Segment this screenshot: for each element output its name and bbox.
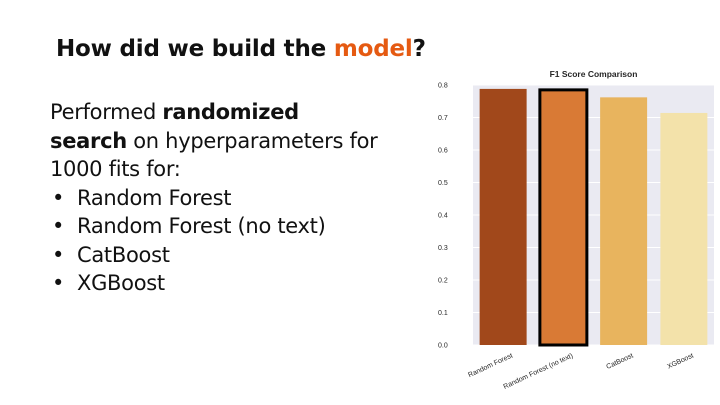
x-tick-label: XGBoost	[666, 352, 694, 370]
title-question-mark: ?	[412, 36, 426, 62]
y-tick-label: 0.6	[438, 148, 448, 155]
slide-title: How did we build the model?	[56, 36, 426, 62]
body-text: Performed randomized search on hyperpara…	[50, 98, 380, 298]
intro-text: Performed	[50, 100, 163, 124]
y-tick-label: 0.2	[438, 278, 448, 285]
bullet-dot: •	[52, 271, 65, 295]
chart-svg: 0.0 0.1 0.2 0.3 0.4 0.5 0.6 0.7 0.8 Random Forest…	[438, 69, 714, 391]
f1-score-chart: 0.0 0.1 0.2 0.3 0.4 0.5 0.6 0.7 0.8 Random Forest…	[420, 62, 720, 405]
title-text: How did we build the	[56, 36, 334, 62]
list-item-label: Random Forest (no text)	[77, 214, 326, 238]
bullet-dot: •	[52, 214, 65, 238]
list-item: • CatBoost	[50, 241, 380, 270]
y-tick-label: 0.1	[438, 310, 448, 317]
list-item-label: Random Forest	[77, 185, 232, 210]
model-list: • Random Forest • Random Forest (no text) …	[50, 184, 380, 298]
bar	[479, 88, 527, 346]
list-item: • XGBoost	[50, 269, 380, 298]
y-tick-label: 0.0	[438, 343, 448, 350]
intro-text-end: on hyperparameters for 1000 fits for:	[50, 128, 378, 182]
x-tick-label: CatBoost	[605, 352, 634, 371]
bullet-dot: •	[52, 242, 65, 267]
bullet-dot: •	[52, 185, 65, 210]
title-accent-word: model	[333, 36, 413, 62]
list-item-label: XGBoost	[77, 271, 165, 295]
list-item: • Random Forest (no text)	[50, 212, 380, 241]
y-tick-label: 0.7	[438, 115, 448, 122]
chart-title: F1 Score Comparison	[550, 69, 638, 79]
intro-bold-text: randomized search	[50, 100, 299, 153]
bar	[600, 97, 648, 345]
bar	[538, 88, 589, 347]
intro-paragraph: Performed randomized search on hyperpara…	[50, 98, 380, 184]
bar	[660, 112, 708, 345]
x-tick-label: Random Forest	[467, 352, 514, 379]
list-item: • Random Forest	[50, 184, 380, 213]
list-item-label: CatBoost	[77, 242, 170, 267]
y-tick-label: 0.5	[438, 180, 448, 187]
y-tick-label: 0.8	[438, 83, 448, 90]
y-tick-label: 0.4	[438, 213, 448, 220]
y-tick-label: 0.3	[438, 245, 448, 252]
